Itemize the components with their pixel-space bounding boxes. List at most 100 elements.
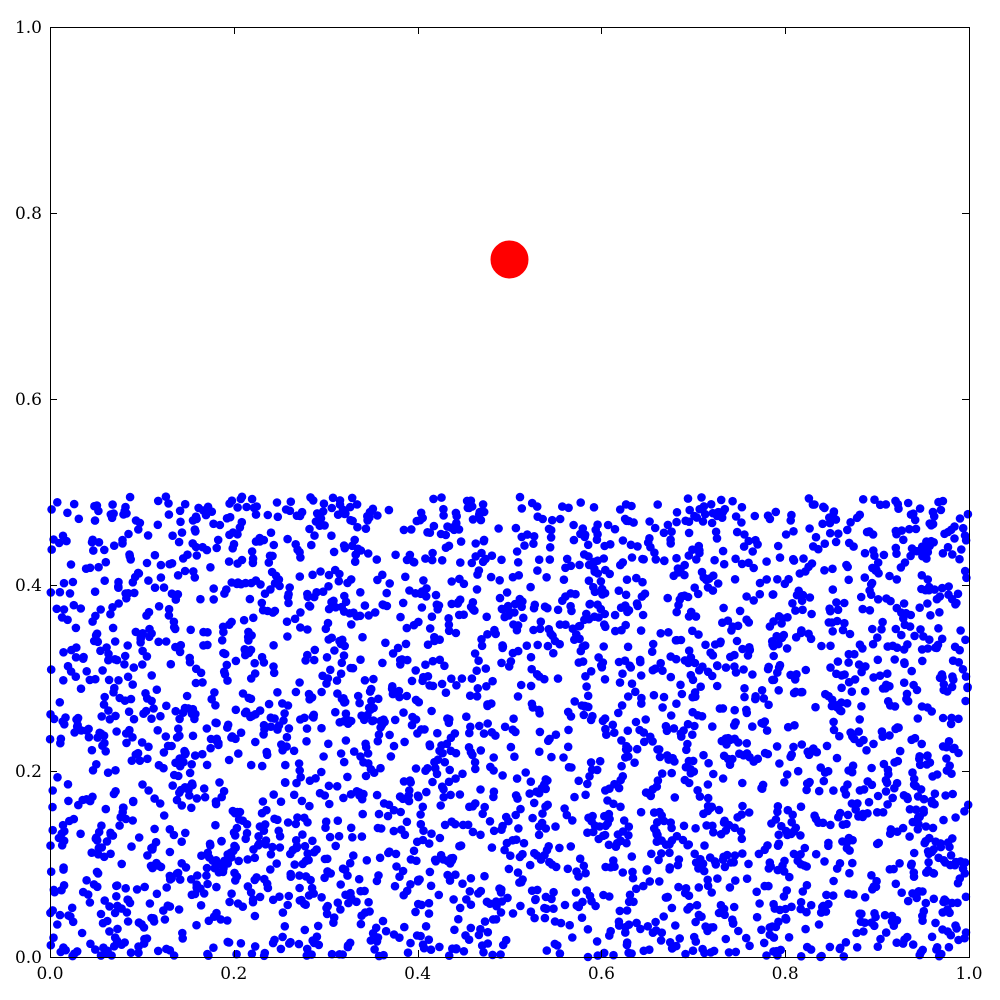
data-point [376,763,385,773]
data-point [248,558,258,568]
data-point [732,527,742,537]
data-point [708,586,718,595]
data-point [934,951,944,961]
data-point [773,841,783,850]
data-point [198,678,207,687]
data-point [216,915,225,924]
data-point [553,605,563,615]
data-point [605,569,614,579]
data-point [511,810,520,820]
data-point [890,702,900,711]
data-point [99,700,109,709]
data-point [596,577,606,586]
data-point [343,772,352,782]
data-point [643,922,653,931]
data-point [309,655,319,665]
data-point [292,843,302,853]
data-point [308,936,318,945]
data-point [494,524,503,533]
data-point [513,868,523,877]
data-point [833,605,843,615]
data-point [896,563,906,572]
data-point [764,700,773,710]
data-point [930,585,939,594]
data-point [619,816,629,825]
data-point [336,669,346,678]
data-point [570,697,579,706]
data-point [515,594,525,604]
data-point [586,715,596,725]
data-point [826,820,835,830]
data-point [356,588,365,597]
data-point [165,847,175,857]
data-point [844,575,853,585]
data-point [161,637,171,646]
data-point [871,912,880,922]
data-point [323,867,332,876]
data-point [825,513,834,522]
data-point [99,943,108,952]
data-point [336,749,346,758]
data-point [64,796,73,806]
data-point [431,857,441,866]
data-point [220,589,229,598]
data-point [476,746,486,755]
data-point [772,631,781,641]
data-point [395,792,405,801]
data-point [447,817,457,826]
data-point [945,842,954,852]
data-point [730,851,740,860]
data-point [885,731,894,740]
data-point [526,652,536,662]
data-point [700,509,710,519]
data-point [951,813,960,822]
data-point [156,573,166,582]
data-point [269,641,278,650]
data-point [372,790,382,800]
data-point [389,741,399,751]
data-point [665,848,674,858]
data-point [153,520,163,530]
data-point [957,545,966,554]
data-point [651,926,661,935]
data-point [175,754,184,763]
data-point [888,793,897,803]
data-point [867,578,877,588]
data-point [873,633,882,642]
data-point [274,721,284,730]
data-point [283,632,292,641]
data-point [388,649,398,658]
data-point [55,910,65,920]
data-point [491,915,501,924]
data-point [533,566,542,575]
data-point [777,821,786,831]
data-point [346,663,356,673]
data-point [227,889,236,898]
data-point [793,856,802,866]
data-point [745,941,754,951]
data-point [738,849,747,858]
data-point [479,948,488,957]
y-tick-labels: 0.0 0.2 0.4 0.6 0.8 1.0 [15,18,42,968]
data-point [742,708,752,718]
data-point [185,653,194,663]
data-point [962,573,971,583]
data-point [295,883,304,893]
data-point [128,816,137,825]
data-point [757,925,766,935]
data-point [954,935,963,945]
data-point [768,590,778,599]
data-point [738,801,747,811]
data-point [828,891,838,900]
data-point [280,922,290,931]
data-point [938,549,948,558]
data-point [129,663,139,672]
data-point [663,593,672,603]
data-point [828,585,838,594]
data-point [356,919,366,929]
data-point [82,876,91,885]
data-point [438,748,447,758]
data-point [411,695,421,705]
data-point [50,887,59,897]
data-point [327,949,337,959]
